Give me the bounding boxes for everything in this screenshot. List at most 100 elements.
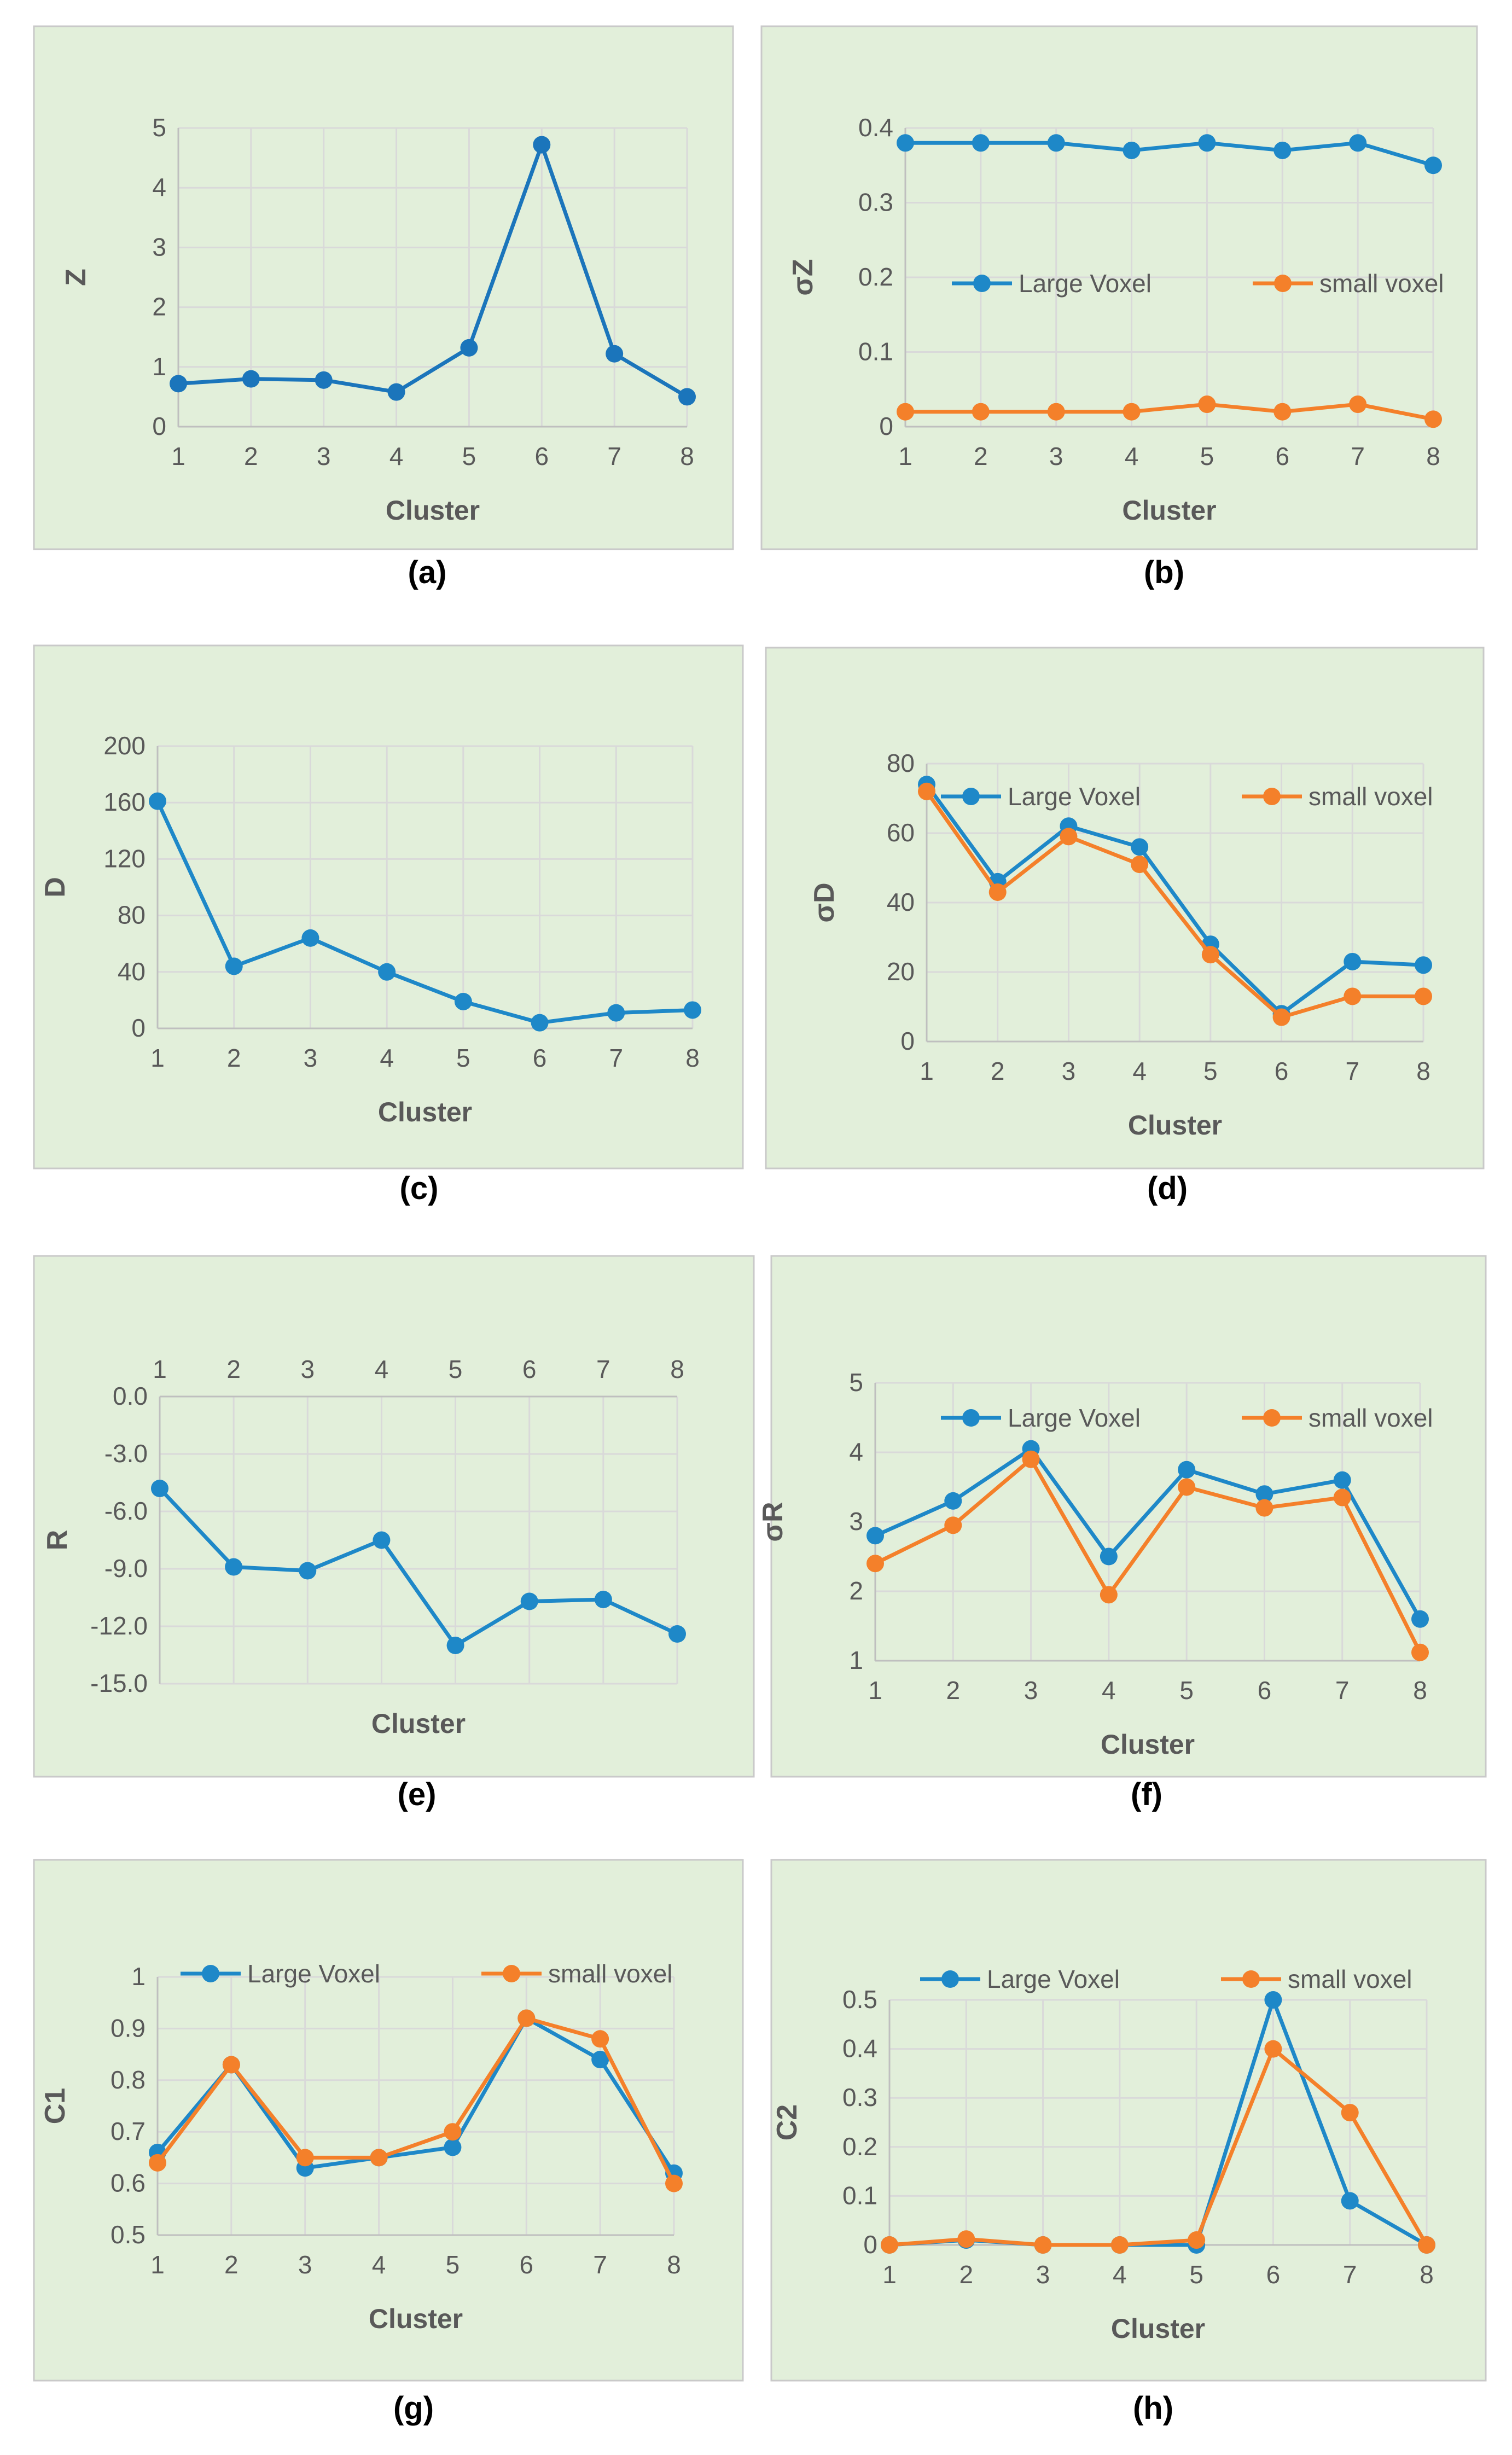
y-axis-title: σZ [787,259,819,295]
x-tick-label: 5 [456,1044,470,1072]
data-point [149,2154,166,2172]
y-tick-label: 0.4 [842,2034,877,2063]
series-line [874,1457,1422,1654]
y-tick-label: 4 [849,1438,863,1466]
x-tick-label: 8 [1420,2260,1434,2289]
series-secondary [897,395,1442,428]
series-secondary [918,782,1432,1026]
series-line [158,1487,678,1648]
x-tick-label: 4 [389,442,404,470]
data-point [373,1531,391,1549]
y-tick-label: 3 [152,232,166,261]
x-tick-label: 2 [224,2250,239,2279]
data-point [867,1527,884,1545]
y-axis-title: R [42,1530,73,1551]
x-axis-title: Cluster [386,495,480,526]
x-tick-label: 1 [920,1057,934,1085]
series-primary [170,136,696,406]
y-tick-label: 0.2 [842,2132,877,2161]
x-tick-label: 4 [1125,442,1139,470]
x-tick-label: 4 [372,2250,386,2279]
x-tick-label: 2 [244,442,258,470]
panel-caption: (f) [1131,1777,1162,1812]
data-point [1273,141,1292,159]
data-point [678,388,696,406]
x-axis-title: Cluster [1111,2313,1205,2344]
x-tick-label: 8 [670,1355,684,1383]
x-tick-label: 4 [1132,1057,1147,1085]
data-point [1123,403,1141,421]
data-point [972,134,990,152]
legend-label: Large Voxel [247,1959,380,1988]
y-tick-label: -6.0 [104,1497,148,1525]
legend-swatch-marker [1274,275,1292,292]
data-point [149,792,166,810]
y-tick-label: 0.4 [858,113,893,142]
y-tick-label: 1 [152,352,166,381]
series-secondary [867,1450,1429,1661]
gridlines [926,763,1424,1043]
data-point [1344,987,1362,1005]
x-tick-label: 5 [1179,1676,1194,1704]
chart-h: 0 0.1 0.2 0.3 0.4 0.5 1 2 3 4 5 6 7 8 Cluster C2 Large V… [770,1859,1487,2426]
x-tick-label: 7 [596,1355,610,1383]
data-point [988,883,1007,901]
x-tick-label: 7 [1351,442,1365,470]
y-tick-label: 80 [118,901,146,929]
x-tick-label: 3 [304,1044,318,1072]
legend-swatch-marker [1242,1970,1260,1988]
x-tick-label: 6 [533,1044,547,1072]
data-point [1131,856,1149,874]
panel-background [770,1859,1487,2382]
series-primary [867,1440,1429,1628]
data-point [972,403,990,421]
x-tick-label: 5 [449,1355,463,1383]
x-tick-label: 8 [1416,1057,1430,1085]
data-point [668,1625,686,1643]
data-point [1100,1586,1118,1604]
data-point [1201,946,1219,964]
legend-swatch-marker [962,788,980,805]
x-tick-label: 1 [150,1044,165,1072]
data-point [1424,156,1442,174]
series-line [155,800,693,1025]
series-line [905,141,1434,167]
data-point [301,929,319,947]
legend-swatch-marker [941,1970,959,1988]
data-point [225,957,243,975]
data-point [315,371,333,389]
data-point [1333,1488,1351,1506]
x-tick-label: 6 [1258,1676,1272,1704]
x-axis-title: Cluster [369,2303,463,2334]
data-point [151,1480,168,1497]
x-tick-label: 3 [1049,442,1063,470]
data-point [531,1014,549,1032]
x-tick-label: 5 [1189,2260,1203,2289]
y-tick-label: 0.5 [111,2220,146,2249]
legend: Large Voxel small voxel [181,1959,673,1988]
y-tick-label: -3.0 [104,1439,148,1468]
gridlines [888,1999,1428,2246]
legend: Large Voxel small voxel [941,782,1433,811]
y-tick-label: 0.7 [111,2117,146,2145]
series-line [889,2047,1429,2247]
x-tick-label: 6 [1275,1057,1289,1085]
legend-label: small voxel [1309,1404,1433,1432]
legend-label: Large Voxel [1008,782,1141,811]
y-tick-label: 0.6 [111,2169,146,2197]
data-point [867,1555,884,1573]
data-point [296,2149,314,2167]
x-tick-label: 3 [1024,1676,1038,1704]
x-axis-title: Cluster [1128,1110,1222,1141]
y-tick-label: 200 [103,731,146,760]
x-tick-label: 7 [593,2250,607,2279]
chart-c: 0 40 80 120 160 200 1 2 3 4 5 6 7 8 Cluster D (c) [33,644,744,1206]
data-point [606,345,624,363]
x-tick-label: 3 [1036,2260,1050,2289]
x-tick-label: 7 [1335,1676,1350,1704]
panel-background [33,25,734,550]
series-secondary [149,2009,683,2192]
series-secondary [881,2040,1435,2254]
data-point [242,370,260,388]
